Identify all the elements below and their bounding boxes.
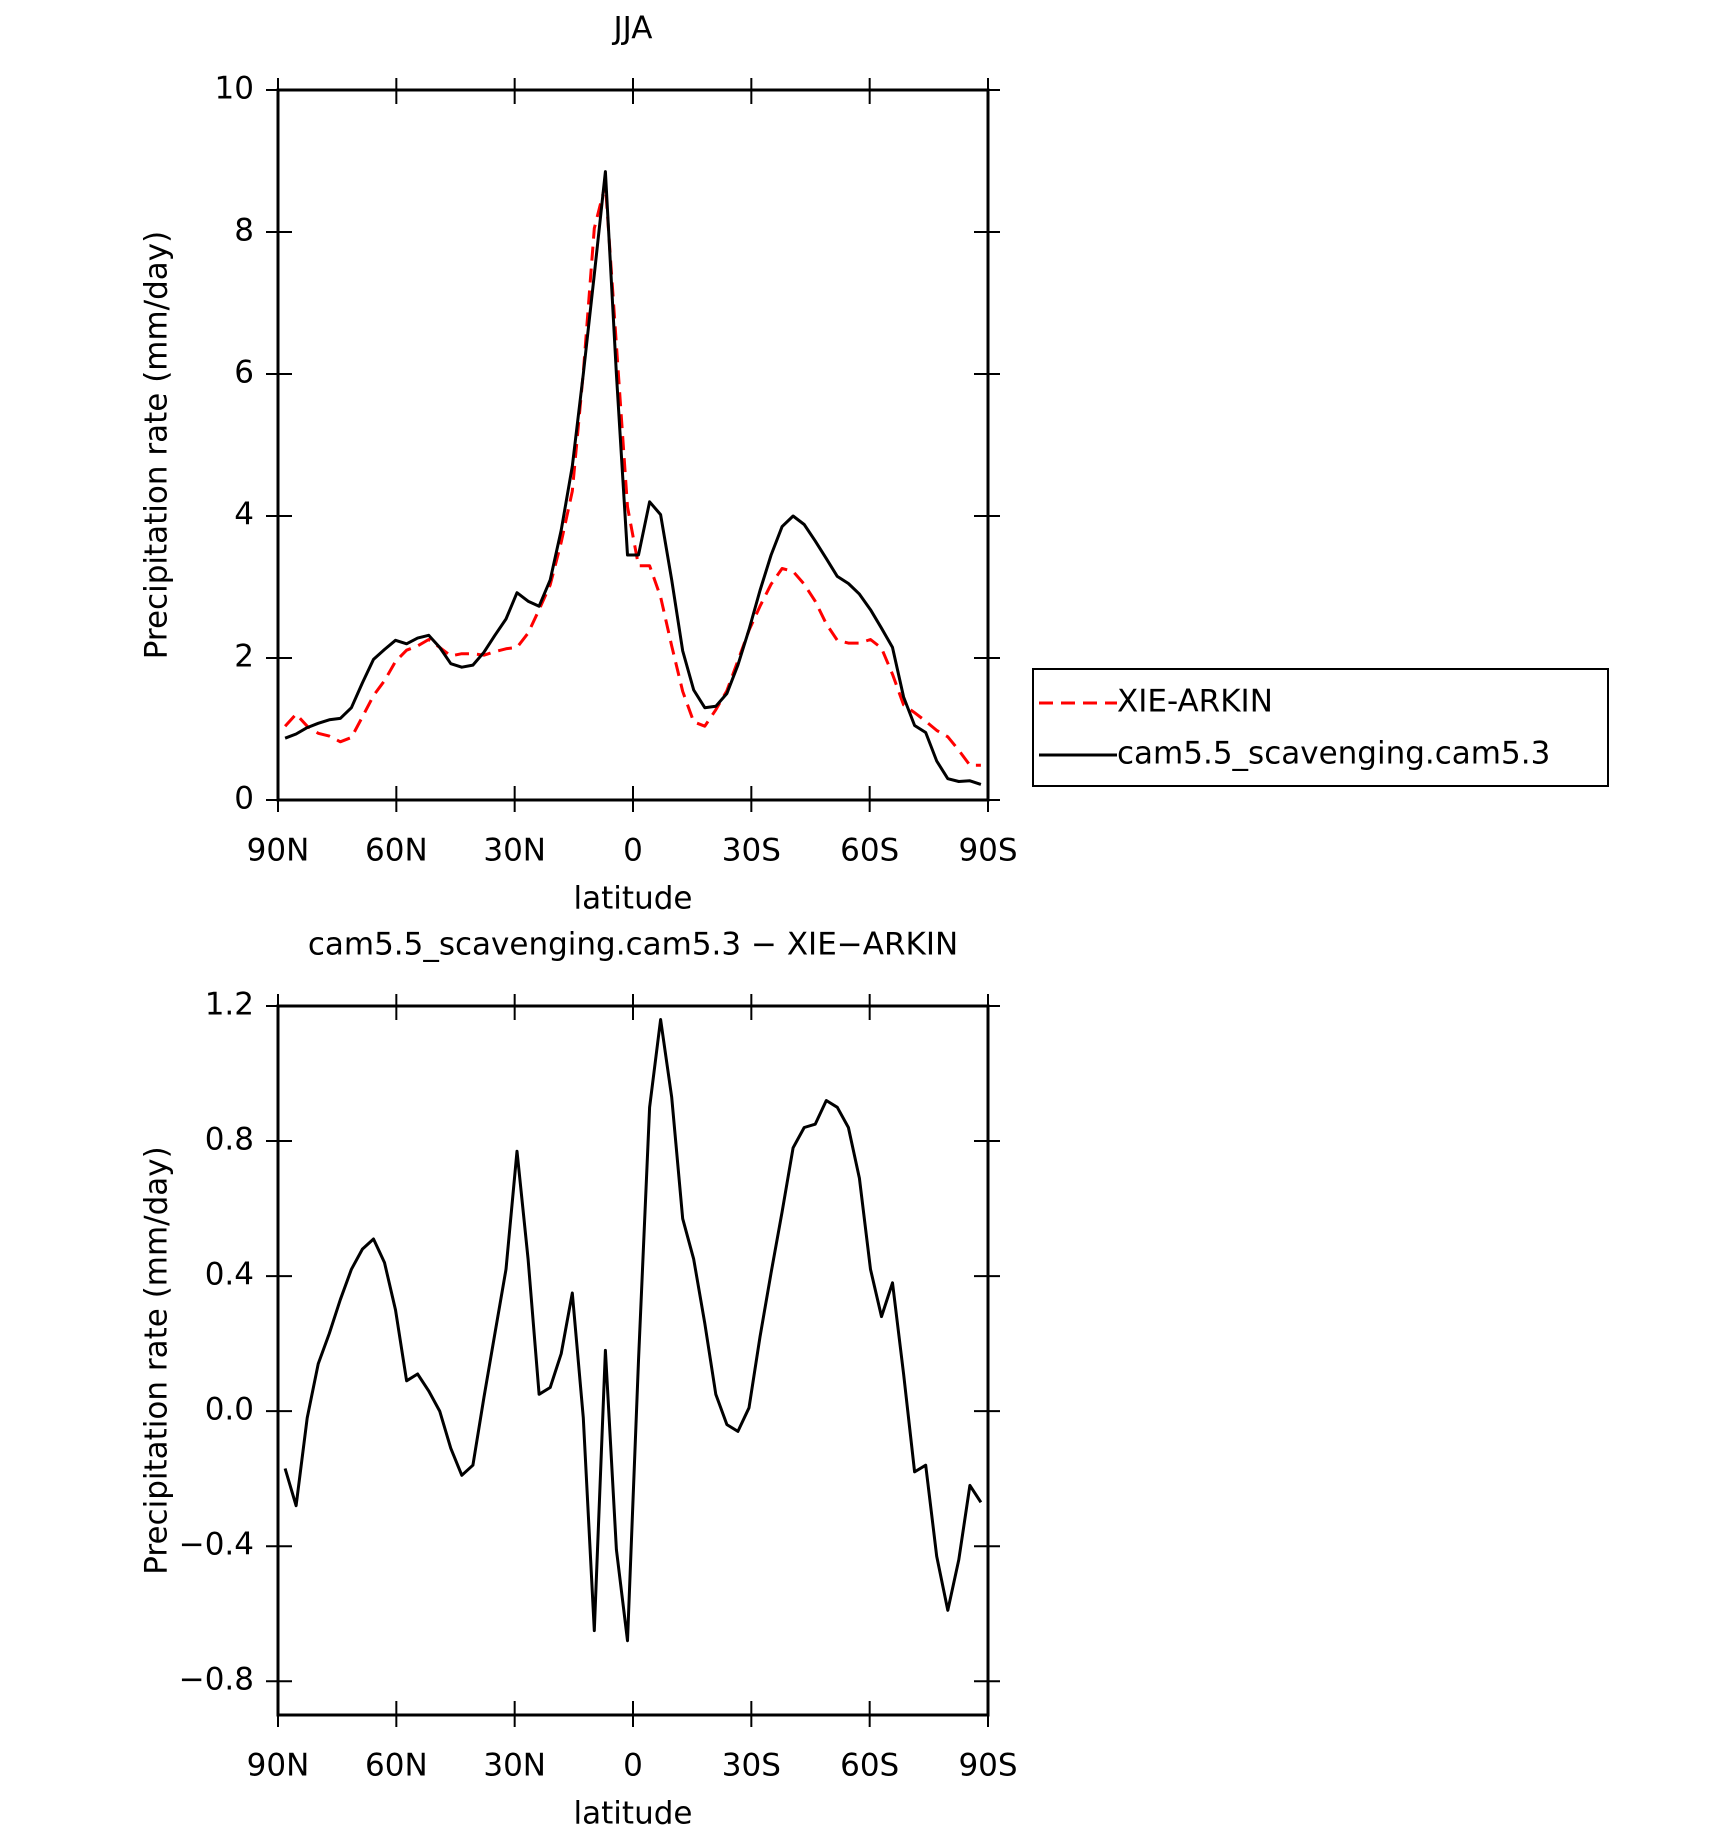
x-tick-label: 0 — [623, 1748, 643, 1784]
y-axis-label: Precipitation rate (mm/day) — [139, 231, 175, 660]
x-tick-label: 60N — [365, 833, 428, 869]
chart-title: JJA — [612, 11, 653, 47]
y-tick-label: 0.8 — [205, 1122, 254, 1158]
x-tick-label: 30N — [483, 833, 546, 869]
x-tick-label: 60S — [840, 1748, 899, 1784]
y-tick-label: −0.8 — [179, 1662, 254, 1698]
y-axis-label: Precipitation rate (mm/day) — [139, 1146, 175, 1575]
x-axis-label: latitude — [574, 881, 693, 917]
plot-frame — [276, 88, 990, 802]
data-line — [284, 170, 982, 786]
x-tick-label: 90S — [958, 1748, 1017, 1784]
x-tick-label: 90N — [247, 833, 310, 869]
y-tick-label: 4 — [234, 497, 254, 533]
data-line — [283, 1018, 983, 1643]
legend-label: cam5.5_scavenging.cam5.3 — [1117, 736, 1550, 772]
chart-title: cam5.5_scavenging.cam5.3 − XIE−ARKIN — [308, 927, 958, 963]
x-tick-label: 60N — [365, 1748, 428, 1784]
y-tick-label: 0.4 — [205, 1257, 254, 1293]
y-tick-label: 6 — [234, 355, 254, 391]
y-tick-label: 1.2 — [205, 987, 254, 1023]
x-tick-label: 0 — [623, 833, 643, 869]
data-line — [283, 182, 981, 767]
x-tick-label: 90N — [247, 1748, 310, 1784]
y-tick-label: 2 — [234, 639, 254, 675]
y-tick-label: −0.4 — [179, 1527, 254, 1563]
legend-label: XIE-ARKIN — [1117, 684, 1273, 720]
x-tick-label: 30N — [483, 1748, 546, 1784]
y-tick-label: 8 — [234, 213, 254, 249]
x-tick-label: 60S — [840, 833, 899, 869]
y-tick-label: 0.0 — [205, 1392, 254, 1428]
plot-frame — [276, 1004, 990, 1717]
x-tick-label: 30S — [722, 833, 781, 869]
y-tick-label: 0 — [234, 781, 254, 817]
x-tick-label: 90S — [958, 833, 1017, 869]
legend-box — [1032, 668, 1609, 787]
y-tick-label: 10 — [215, 71, 254, 107]
x-axis-label: latitude — [574, 1796, 693, 1827]
x-tick-label: 30S — [722, 1748, 781, 1784]
